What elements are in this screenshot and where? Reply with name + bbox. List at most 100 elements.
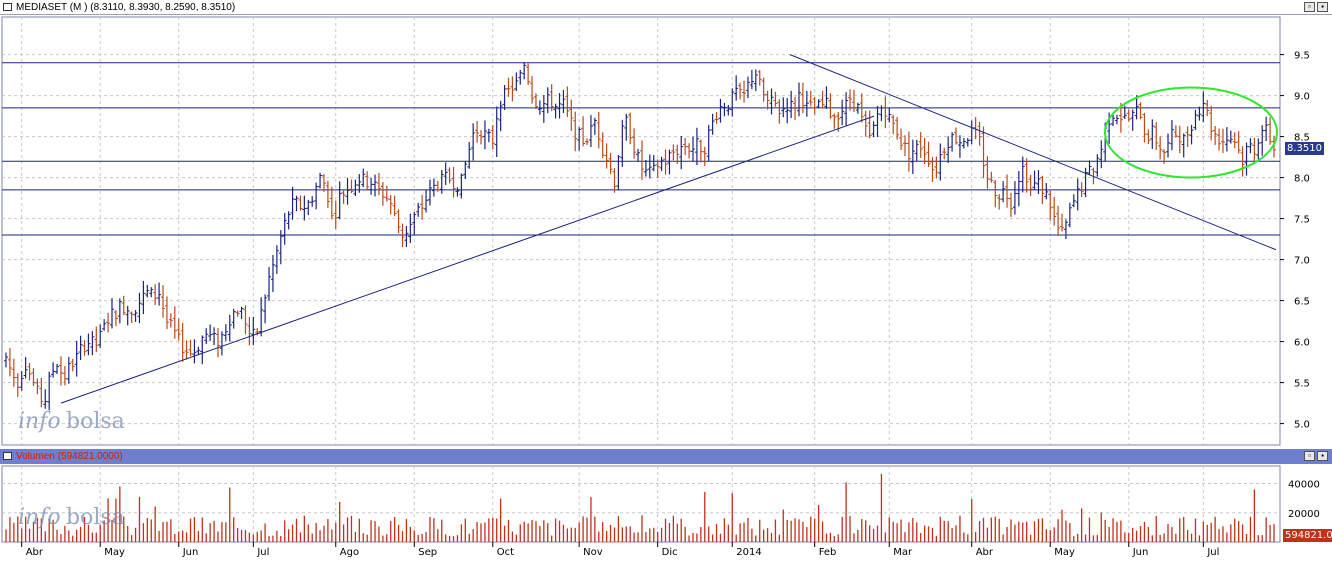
ohlc-bar [369, 177, 374, 195]
x-axis-tick-label: May [1054, 547, 1075, 558]
ohlc-bar [679, 135, 684, 170]
ohlc-bar [663, 149, 668, 175]
ohlc-bar [7, 348, 12, 377]
ohlc-bar [1248, 138, 1253, 154]
ohlc-bar [655, 159, 660, 179]
price-watermark-info: info [18, 409, 61, 434]
ohlc-bar [530, 75, 535, 104]
ohlc-bar [793, 96, 798, 121]
ohlc-bar [1005, 174, 1010, 208]
ohlc-bar [302, 195, 307, 221]
ohlc-bar [714, 112, 719, 124]
ohlc-bar [844, 92, 849, 127]
ohlc-bar [1032, 170, 1037, 190]
ohlc-bar [1268, 117, 1273, 145]
ohlc-bar [475, 121, 480, 143]
ohlc-bar [749, 69, 754, 90]
ohlc-bar [639, 140, 644, 180]
ohlc-bar [636, 149, 641, 162]
price-axis-tick-label: 5.5 [1294, 379, 1310, 390]
ohlc-bar [204, 328, 209, 345]
x-axis-tick-label: Jun [182, 547, 199, 558]
ohlc-bar [121, 295, 126, 316]
ohlc-bar [1142, 112, 1147, 143]
ohlc-bar [463, 161, 468, 180]
ohlc-bar [1067, 202, 1072, 228]
ohlc-bar [510, 76, 515, 102]
ohlc-bar [781, 97, 786, 118]
price-plot-frame [1, 16, 1281, 446]
price-axis-tick-label: 7.5 [1294, 215, 1310, 226]
ohlc-bar [671, 144, 676, 161]
ohlc-bar [1024, 158, 1029, 193]
ohlc-bar [675, 144, 680, 165]
ohlc-bar [694, 127, 699, 165]
ohlc-bar [710, 113, 715, 135]
ohlc-bar [745, 76, 750, 99]
ohlc-bar [690, 136, 695, 162]
ohlc-bar [777, 99, 782, 124]
x-axis-tick-label: Ago [340, 547, 359, 558]
ohlc-bar [533, 93, 538, 110]
close-button[interactable]: ▪ [1317, 2, 1328, 12]
ohlc-bar [310, 196, 315, 207]
ohlc-bar [1083, 167, 1088, 198]
ohlc-bar [227, 314, 232, 342]
ohlc-bar [828, 93, 833, 119]
x-axis-tick-label: 2014 [736, 547, 761, 558]
ohlc-bar [43, 389, 48, 409]
ohlc-bar [427, 179, 432, 206]
ohlc-bar [871, 121, 876, 138]
ohlc-bar [373, 174, 378, 197]
ohlc-bar [106, 312, 111, 333]
ohlc-bar [796, 82, 801, 117]
ohlc-bar [702, 146, 707, 167]
ohlc-bar [565, 86, 570, 118]
ohlc-bar [840, 99, 845, 126]
ohlc-bar [396, 209, 401, 234]
ohlc-bar [141, 281, 146, 315]
ohlc-bar [1134, 95, 1139, 120]
minimize-button[interactable]: ▫ [1304, 2, 1315, 12]
ohlc-bar [1173, 125, 1178, 138]
x-axis-tick-label: Abr [26, 547, 44, 558]
ohlc-bar [321, 174, 326, 192]
ohlc-bar [235, 310, 240, 317]
ohlc-bar [659, 156, 664, 172]
ohlc-bar [643, 159, 648, 177]
ohlc-bar [412, 211, 417, 236]
volume-panel-title: Volumen (594821.0000) [16, 451, 123, 462]
ohlc-bar [1193, 109, 1198, 130]
ohlc-bar [384, 185, 389, 202]
ohlc-bar [1205, 99, 1210, 117]
x-axis-tick-label: Nov [583, 547, 603, 558]
ohlc-bar [753, 69, 758, 92]
ohlc-bar [683, 137, 688, 156]
ohlc-bar [400, 223, 405, 248]
ohlc-bar [66, 356, 71, 384]
ohlc-bar [109, 298, 114, 329]
ohlc-bar [1166, 133, 1171, 158]
ohlc-bar [989, 171, 994, 183]
ohlc-bar [467, 141, 472, 169]
ohlc-bar [1181, 133, 1186, 158]
ohlc-bar [137, 292, 142, 324]
panel-window-icon [3, 452, 12, 460]
ohlc-bar [581, 116, 586, 147]
ohlc-bar [1060, 213, 1065, 232]
ohlc-bar [298, 195, 303, 211]
panel-window-icon [3, 3, 12, 11]
ohlc-bar [471, 123, 476, 161]
last-price-label: 8.3510 [1285, 142, 1324, 155]
ohlc-bar [176, 318, 181, 341]
ohlc-bar [184, 340, 189, 360]
ohlc-bar [102, 319, 107, 331]
ohlc-bar [11, 358, 16, 387]
ohlc-bar [90, 331, 95, 356]
ohlc-bar [977, 121, 982, 146]
price-axis-tick-label: 9.5 [1294, 51, 1310, 62]
ohlc-bar [961, 138, 966, 149]
minimize-button[interactable]: ▫ [1304, 451, 1315, 461]
close-button[interactable]: ▪ [1317, 451, 1328, 461]
ohlc-bar [585, 138, 590, 145]
